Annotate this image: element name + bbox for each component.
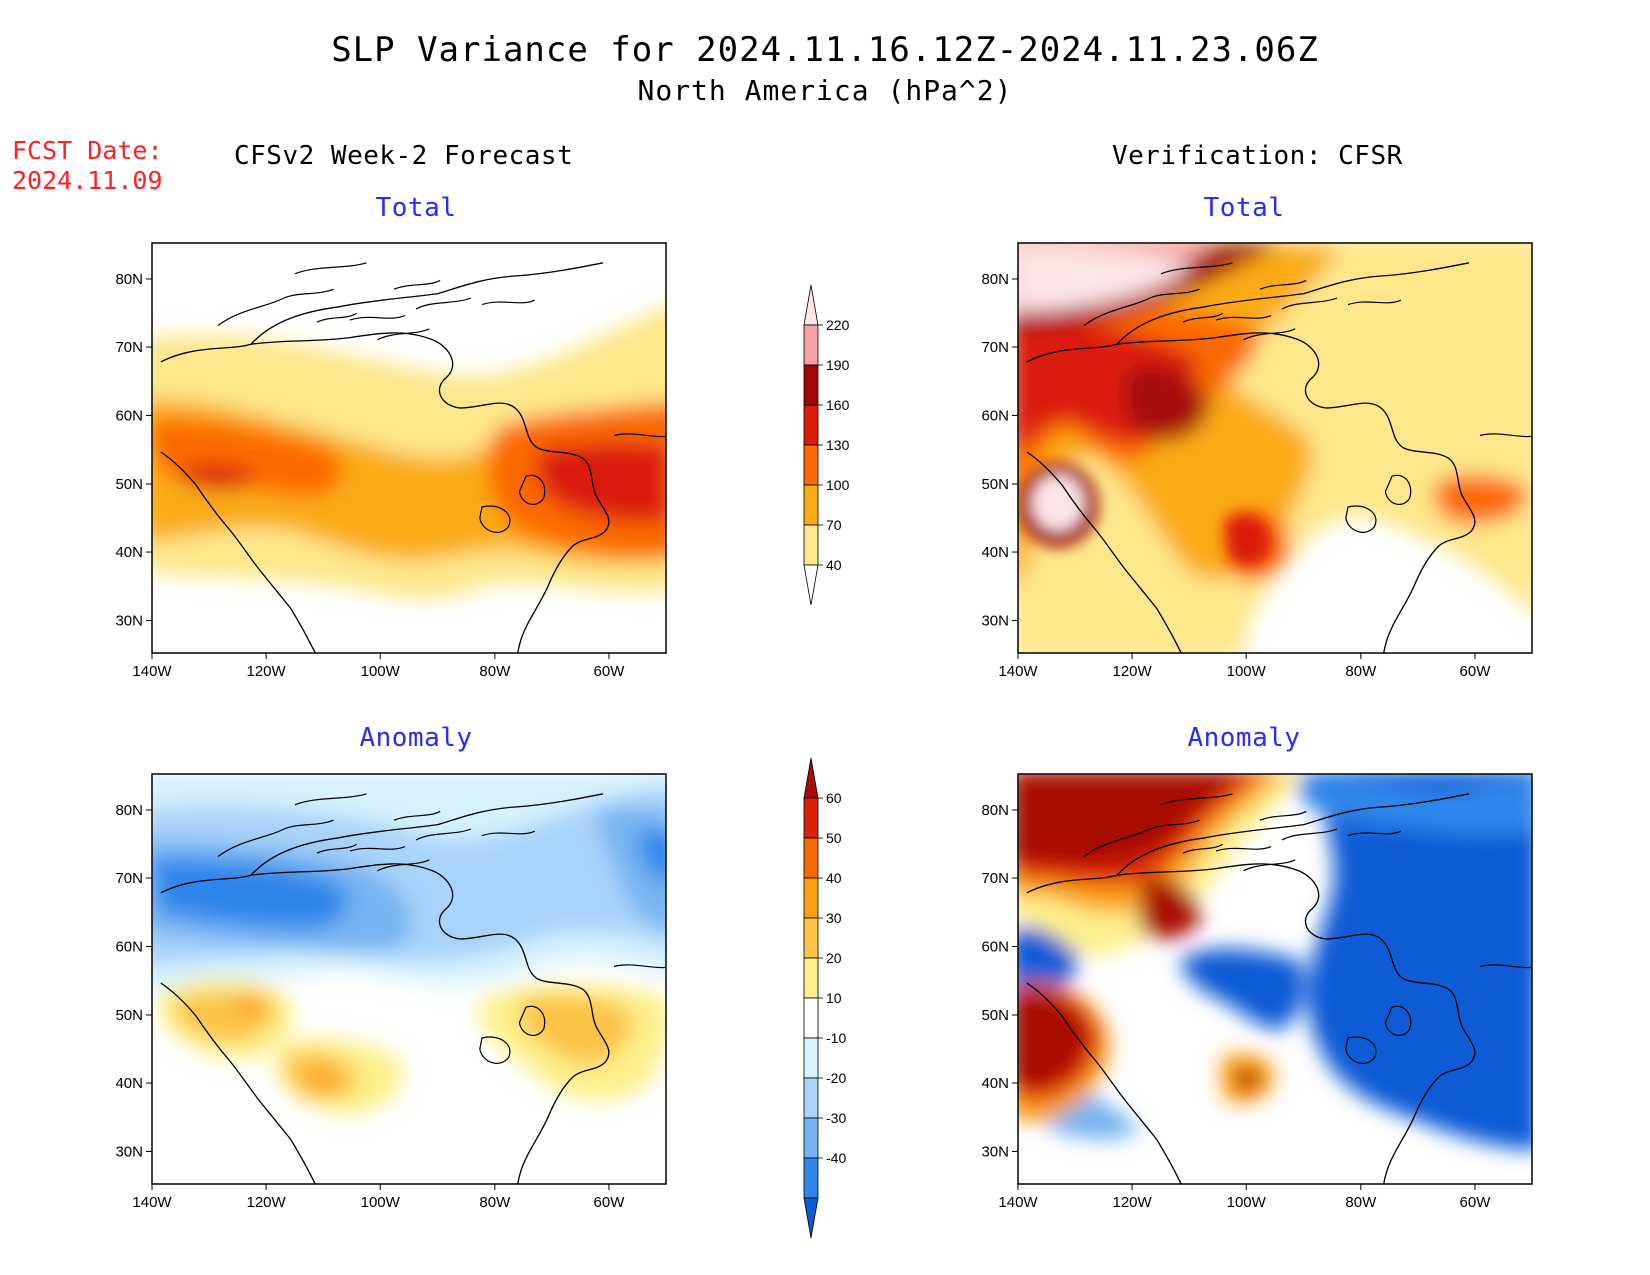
colorbar-label: -30 [826, 1110, 846, 1126]
colorbar-swatch [803, 364, 819, 406]
lon-tick-label: 100W [1227, 663, 1267, 680]
colorbar-label: 70 [826, 517, 842, 533]
lat-tick-label: 60N [115, 408, 143, 425]
colorbar-label: 190 [826, 357, 850, 373]
map-forecast-total [151, 242, 667, 654]
lat-tick-label: 60N [981, 939, 1009, 956]
lat-tick-label: 40N [981, 544, 1009, 561]
lat-tick-label: 40N [115, 1075, 143, 1092]
colorbar-label: -20 [826, 1070, 846, 1086]
lat-tick-label: 80N [981, 802, 1009, 819]
lon-tick-label: 140W [132, 663, 172, 680]
lon-tick-label: 120W [1113, 663, 1153, 680]
lat-tick-label: 30N [115, 613, 143, 630]
colorbar-swatch [803, 957, 819, 999]
colorbar-swatch [803, 997, 819, 1039]
lat-tick-label: 50N [115, 1007, 143, 1024]
lon-tick-label: 80W [479, 663, 511, 680]
map-verification-anomaly [1017, 773, 1533, 1185]
lat-tick-label: 80N [115, 271, 143, 288]
right-column-heading: Verification: CFSR [1112, 141, 1403, 171]
colorbar-swatch [803, 404, 819, 446]
lon-tick-label: 100W [1227, 1194, 1267, 1211]
colorbar-label: -40 [826, 1150, 846, 1166]
lon-tick-label: 140W [998, 663, 1038, 680]
colorbar-swatch [803, 837, 819, 879]
colorbar-label: 40 [826, 557, 842, 573]
colorbar-swatch [803, 484, 819, 526]
colorbar-label: 60 [826, 790, 842, 806]
lon-tick-label: 60W [594, 663, 626, 680]
lat-tick-label: 50N [981, 476, 1009, 493]
colorbar-swatch [803, 877, 819, 919]
lat-tick-label: 30N [981, 1144, 1009, 1161]
colorbar-total: 220 190 160 130 100 70 40 [803, 284, 850, 606]
lon-tick-label: 60W [594, 1194, 626, 1211]
colorbar-label: 10 [826, 990, 842, 1006]
colorbar-anomaly: 60 50 40 30 20 10 -10 -20 -30 -40 [803, 757, 846, 1239]
colorbar-swatch [803, 1117, 819, 1159]
colorbar-label: -10 [826, 1030, 846, 1046]
lon-tick-label: 140W [998, 1194, 1038, 1211]
panel-title-verification-total: Total [1203, 193, 1285, 223]
lat-tick-label: 60N [115, 939, 143, 956]
colorbar-label: 40 [826, 870, 842, 886]
lon-tick-label: 120W [247, 1194, 287, 1211]
lat-tick-label: 40N [115, 544, 143, 561]
lon-tick-label: 100W [361, 663, 401, 680]
lon-tick-label: 100W [361, 1194, 401, 1211]
lon-tick-label: 80W [1345, 663, 1377, 680]
colorbar-swatch [803, 564, 819, 606]
lon-tick-label: 80W [1345, 1194, 1377, 1211]
figure-title: SLP Variance for 2024.11.16.12Z-2024.11.… [331, 30, 1319, 70]
colorbar-swatch [803, 324, 819, 366]
lat-tick-label: 30N [981, 613, 1009, 630]
lon-tick-label: 120W [1113, 1194, 1153, 1211]
colorbar-swatch [803, 1077, 819, 1119]
colorbar-swatch [803, 797, 819, 839]
lat-tick-label: 70N [981, 870, 1009, 887]
colorbar-swatch [803, 917, 819, 959]
left-column-heading: CFSv2 Week-2 Forecast [234, 141, 574, 171]
lat-tick-label: 40N [981, 1075, 1009, 1092]
lon-tick-label: 60W [1460, 1194, 1492, 1211]
panel-title-verification-anomaly: Anomaly [1187, 723, 1301, 753]
panel-title-forecast-anomaly: Anomaly [359, 723, 473, 753]
map-forecast-anomaly [151, 773, 667, 1185]
colorbar-label: 130 [826, 437, 850, 453]
colorbar-swatch [803, 284, 819, 326]
panel-title-forecast-total: Total [375, 193, 457, 223]
colorbar-swatch [803, 444, 819, 486]
colorbar-label: 30 [826, 910, 842, 926]
colorbar-label: 20 [826, 950, 842, 966]
lat-tick-label: 50N [115, 476, 143, 493]
lat-tick-label: 80N [115, 802, 143, 819]
colorbar-label: 100 [826, 477, 850, 493]
figure-subtitle: North America (hPa^2) [637, 74, 1013, 107]
lat-tick-label: 60N [981, 408, 1009, 425]
colorbar-label: 160 [826, 397, 850, 413]
lon-tick-label: 120W [247, 663, 287, 680]
lon-tick-label: 140W [132, 1194, 172, 1211]
lat-tick-label: 30N [115, 1144, 143, 1161]
lat-tick-label: 80N [981, 271, 1009, 288]
colorbar-label: 50 [826, 830, 842, 846]
lat-tick-label: 70N [115, 339, 143, 356]
colorbar-swatch [803, 1157, 819, 1199]
map-verification-total [1017, 242, 1533, 654]
colorbar-label: 220 [826, 317, 850, 333]
lat-tick-label: 70N [981, 339, 1009, 356]
colorbar-swatch [803, 1037, 819, 1079]
colorbar-swatch [803, 757, 819, 799]
colorbar-swatch [803, 1197, 819, 1239]
lon-tick-label: 60W [1460, 663, 1492, 680]
lat-tick-label: 50N [981, 1007, 1009, 1024]
colorbar-swatch [803, 524, 819, 566]
lat-tick-label: 70N [115, 870, 143, 887]
lon-tick-label: 80W [479, 1194, 511, 1211]
forecast-date-label: FCST Date: 2024.11.09 [12, 136, 163, 195]
